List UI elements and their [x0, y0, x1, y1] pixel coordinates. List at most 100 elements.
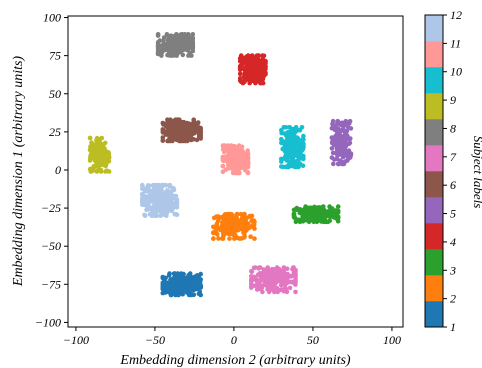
- scatter-point: [184, 123, 189, 128]
- scatter-point: [177, 130, 183, 135]
- colorbar-tick-label: 5: [450, 207, 456, 221]
- scatter-point: [279, 156, 284, 162]
- scatter-point: [311, 210, 317, 216]
- colorbar-segment: [425, 197, 443, 224]
- scatter-point: [227, 154, 233, 159]
- scatter-point: [167, 182, 172, 188]
- scatter-point: [180, 276, 185, 282]
- scatter-point: [172, 275, 177, 280]
- scatter-point: [256, 53, 262, 58]
- scatter-point: [260, 53, 265, 58]
- scatter-point: [293, 151, 299, 156]
- scatter-point: [155, 43, 161, 49]
- colorbar-tick-label: 3: [449, 263, 456, 277]
- scatter-point: [145, 183, 151, 188]
- scatter-point: [152, 209, 157, 215]
- colorbar-segment: [425, 249, 443, 276]
- scatter-point: [242, 78, 247, 83]
- scatter-point: [175, 290, 180, 295]
- scatter-point: [180, 52, 186, 58]
- scatter-point: [279, 164, 284, 169]
- colorbar-segment: [425, 275, 443, 302]
- scatter-point: [335, 204, 341, 209]
- scatter-point: [221, 225, 226, 230]
- scatter-point: [235, 154, 240, 160]
- y-tick-label: 100: [43, 11, 61, 25]
- scatter-point: [168, 292, 174, 298]
- scatter-point: [230, 145, 235, 150]
- cluster-subject-1: [160, 271, 203, 298]
- scatter-point: [161, 209, 167, 214]
- scatter-point: [329, 146, 335, 151]
- scatter-point: [237, 56, 243, 61]
- scatter-point: [182, 32, 188, 37]
- colorbar-tick-label: 11: [450, 36, 461, 50]
- scatter-point: [94, 141, 100, 146]
- scatter-point: [322, 219, 328, 225]
- scatter-point: [289, 279, 295, 285]
- x-tick-label: 0: [231, 333, 237, 347]
- scatter-point: [230, 150, 235, 155]
- scatter-point: [297, 161, 303, 166]
- scatter-point: [170, 193, 175, 199]
- scatter-point: [235, 227, 241, 233]
- scatter-point: [235, 211, 240, 217]
- y-tick-label: 50: [49, 87, 61, 101]
- scatter-point: [175, 35, 181, 40]
- scatter-point: [280, 146, 286, 152]
- scatter-point: [287, 273, 293, 279]
- scatter-point: [244, 156, 250, 161]
- scatter-point: [190, 39, 196, 44]
- scatter-point: [181, 271, 186, 277]
- scatter-point: [248, 234, 253, 239]
- scatter-point: [184, 36, 190, 42]
- scatter-point: [230, 156, 236, 161]
- scatter-point: [252, 226, 257, 231]
- scatter-point: [89, 147, 95, 153]
- scatter-point: [248, 67, 253, 73]
- scatter-point: [273, 287, 279, 293]
- x-axis-ticks: −100 −50 0 50 100: [63, 327, 401, 347]
- cluster-subject-6: [160, 117, 203, 144]
- scatter-point: [161, 38, 166, 43]
- scatter-point: [216, 214, 221, 219]
- scatter-point: [333, 213, 338, 218]
- scatter-points: [87, 32, 354, 298]
- colorbar-label: Subject labels: [471, 136, 482, 209]
- scatter-point: [246, 77, 252, 83]
- scatter-point: [194, 121, 200, 126]
- scatter-point: [285, 133, 291, 138]
- scatter-point: [196, 280, 202, 285]
- y-axis-ticks: 100 75 50 25 0 −25 −50 −75 −100: [35, 11, 68, 329]
- scatter-point: [91, 164, 97, 170]
- scatter-point: [174, 131, 179, 136]
- scatter-point: [283, 143, 289, 149]
- y-tick-label: 75: [49, 49, 61, 63]
- scatter-point: [173, 211, 178, 217]
- scatter-point: [251, 265, 257, 271]
- scatter-point: [295, 140, 301, 146]
- scatter-point: [289, 161, 295, 166]
- scatter-point: [330, 150, 336, 156]
- scatter-point: [248, 214, 254, 220]
- scatter-point: [222, 147, 228, 152]
- scatter-point: [234, 219, 239, 225]
- cluster-subject-7: [249, 265, 298, 295]
- scatter-point: [299, 125, 305, 130]
- scatter-point: [293, 289, 298, 295]
- scatter-point: [276, 276, 281, 282]
- cluster-subject-10: [279, 125, 306, 170]
- scatter-point: [252, 219, 257, 225]
- scatter-point: [336, 161, 341, 167]
- scatter-point: [237, 166, 243, 171]
- scatter-point: [160, 280, 166, 286]
- scatter-point: [292, 127, 297, 133]
- scatter-point: [170, 281, 176, 287]
- scatter-point: [163, 198, 169, 203]
- scatter-point: [341, 128, 347, 134]
- scatter-point: [237, 71, 243, 77]
- scatter-point: [180, 126, 185, 132]
- scatter-point: [329, 135, 335, 141]
- scatter-point: [254, 72, 260, 78]
- scatter-point: [298, 217, 304, 222]
